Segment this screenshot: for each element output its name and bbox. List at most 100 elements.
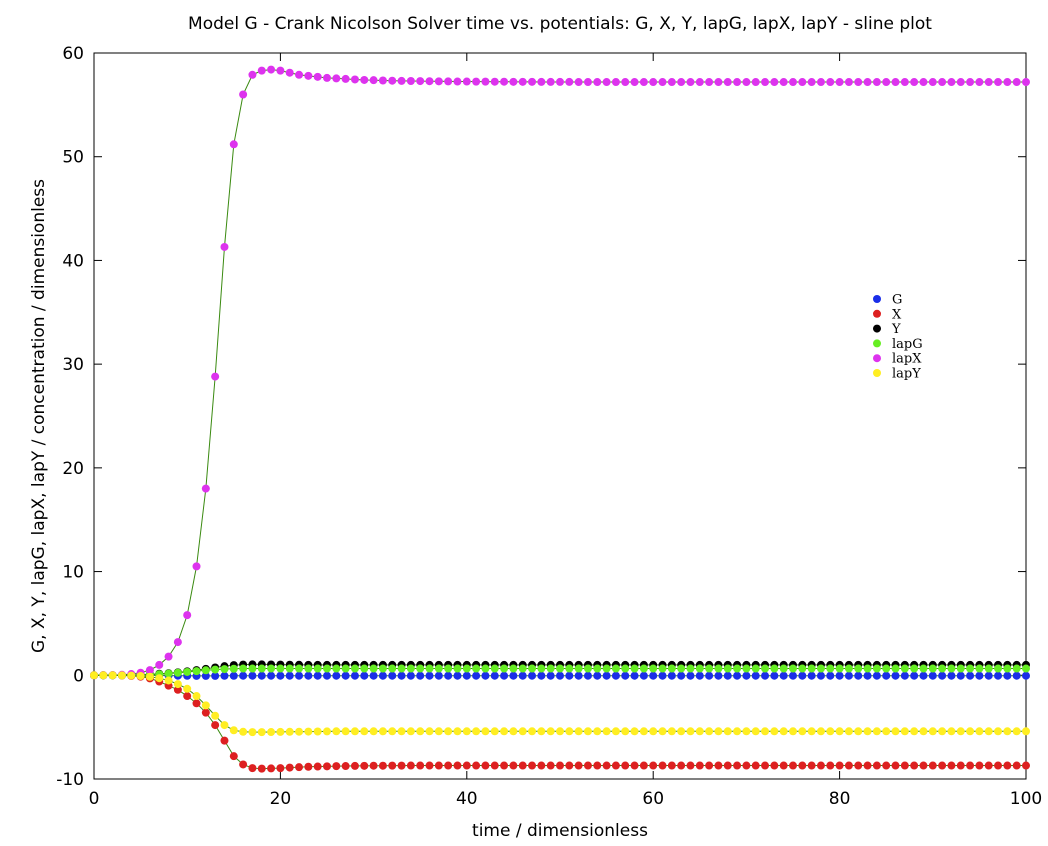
data-point-lapX	[975, 78, 984, 87]
data-point-G	[826, 671, 835, 680]
data-point-lapX	[425, 77, 434, 86]
data-point-X	[761, 761, 770, 770]
data-point-lapY	[453, 727, 462, 736]
data-point-lapY	[984, 727, 993, 736]
data-point-X	[919, 761, 928, 770]
data-point-lapX	[220, 242, 229, 251]
data-point-lapX	[872, 78, 881, 87]
data-point-G	[500, 671, 509, 680]
data-point-lapY	[295, 727, 304, 736]
legend-marker-X	[873, 309, 881, 318]
data-point-X	[593, 761, 602, 770]
data-point-lapY	[378, 727, 387, 736]
data-point-lapG	[183, 667, 192, 676]
data-point-G	[211, 671, 220, 680]
data-point-X	[705, 761, 714, 770]
data-point-lapX	[891, 78, 900, 87]
data-point-lapY	[611, 727, 620, 736]
data-point-lapY	[583, 727, 592, 736]
data-point-lapX	[509, 77, 518, 86]
data-point-lapX	[546, 77, 555, 86]
data-point-lapY	[164, 676, 173, 685]
x-tick-label: 40	[456, 789, 478, 809]
data-point-lapY	[369, 727, 378, 736]
data-point-X	[378, 761, 387, 770]
data-point-G	[611, 671, 620, 680]
data-point-lapG	[1003, 664, 1012, 673]
data-point-lapY	[127, 671, 136, 680]
data-point-G	[565, 671, 574, 680]
data-point-lapY	[714, 727, 723, 736]
data-point-lapY	[900, 727, 909, 736]
data-point-lapY	[360, 727, 369, 736]
data-point-G	[910, 671, 919, 680]
data-point-lapX	[695, 78, 704, 87]
data-point-lapX	[630, 78, 639, 87]
data-point-lapY	[975, 727, 984, 736]
data-point-lapX	[490, 77, 499, 86]
data-point-X	[882, 761, 891, 770]
data-point-lapY	[546, 727, 555, 736]
x-tick-label: 0	[89, 789, 100, 809]
data-point-G	[593, 671, 602, 680]
data-point-G	[714, 671, 723, 680]
data-point-X	[994, 761, 1003, 770]
data-point-X	[257, 764, 266, 773]
data-point-X	[695, 761, 704, 770]
data-point-X	[602, 761, 611, 770]
data-point-lapX	[677, 78, 686, 87]
series-layer	[90, 65, 1030, 773]
y-tick-label: 10	[62, 563, 84, 583]
data-point-lapY	[835, 727, 844, 736]
data-point-lapY	[397, 727, 406, 736]
data-point-X	[816, 761, 825, 770]
y-tick-label: -10	[56, 770, 84, 790]
data-point-lapG	[462, 664, 471, 673]
data-point-G	[779, 671, 788, 680]
data-point-lapY	[341, 727, 350, 736]
data-point-G	[966, 671, 975, 680]
data-point-G	[686, 671, 695, 680]
data-point-lapY	[509, 727, 518, 736]
data-point-G	[994, 671, 1003, 680]
data-point-lapX	[565, 77, 574, 86]
legend-label-lapG: lapG	[892, 337, 923, 352]
data-point-lapG	[854, 664, 863, 673]
data-point-X	[537, 761, 546, 770]
data-point-lapY	[807, 727, 816, 736]
data-point-lapY	[938, 727, 947, 736]
data-point-X	[844, 761, 853, 770]
data-point-G	[490, 671, 499, 680]
series-line-lapX	[93, 69, 1026, 676]
data-point-X	[304, 762, 313, 771]
data-point-X	[798, 761, 807, 770]
data-point-lapX	[323, 73, 331, 82]
data-point-G	[938, 671, 947, 680]
data-point-lapY	[117, 671, 126, 680]
data-point-lapX	[779, 78, 788, 87]
data-point-lapG	[705, 664, 714, 673]
data-point-lapG	[751, 664, 760, 673]
data-point-lapX	[910, 78, 919, 87]
data-point-lapG	[900, 664, 909, 673]
legend-marker-lapY	[873, 369, 881, 377]
data-point-lapG	[565, 664, 574, 673]
data-point-lapX	[621, 78, 630, 87]
data-point-lapX	[826, 78, 835, 87]
data-point-lapG	[556, 664, 564, 673]
data-point-lapY	[649, 727, 658, 736]
data-point-lapG	[397, 664, 406, 673]
data-point-lapX	[723, 78, 732, 87]
data-point-lapX	[183, 611, 192, 620]
data-point-G	[556, 671, 564, 680]
data-point-X	[295, 763, 304, 772]
data-point-G	[229, 671, 238, 680]
data-point-lapG	[528, 664, 537, 673]
data-point-lapX	[714, 78, 723, 87]
data-point-lapX	[835, 78, 844, 87]
data-point-G	[723, 671, 732, 680]
data-point-lapG	[332, 664, 341, 673]
data-point-lapG	[537, 664, 546, 673]
data-point-G	[397, 671, 406, 680]
data-point-lapY	[677, 727, 686, 736]
